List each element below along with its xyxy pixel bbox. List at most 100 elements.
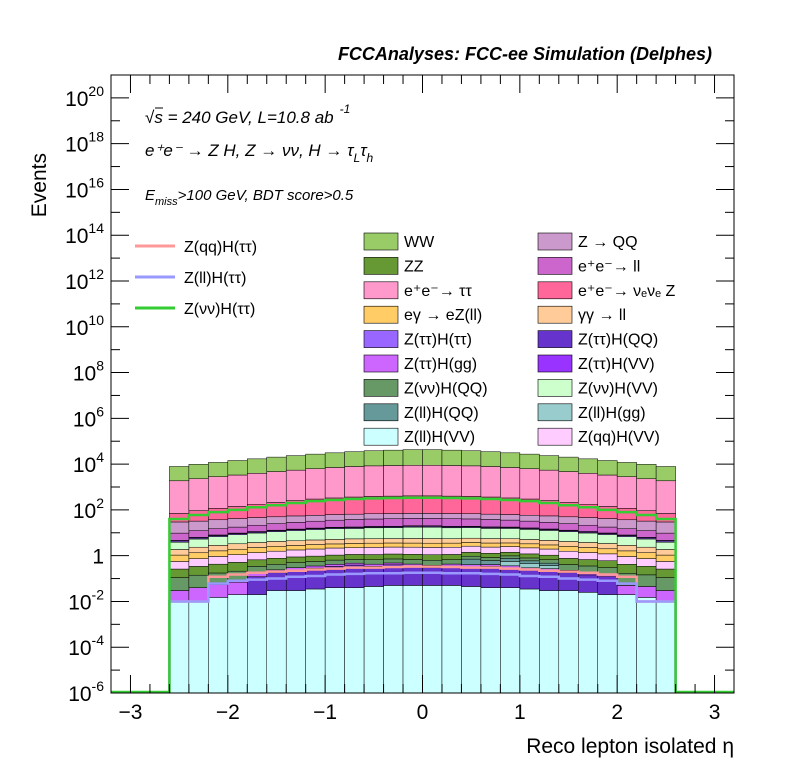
bar-z-qq-bin-5 bbox=[266, 516, 287, 524]
y-tick-label: 1014 bbox=[65, 220, 104, 248]
y-tick-label: 1010 bbox=[65, 312, 104, 340]
process-text: e⁺e⁻ → Z H, Z → νν, H → τ bbox=[145, 141, 355, 160]
legend-fill-swatch-z-ll-h-qq bbox=[363, 403, 399, 422]
bar-ll-bin-3 bbox=[227, 543, 248, 550]
bar-e-ez-ll-bin-21 bbox=[578, 547, 598, 553]
bar-z-h-gg-bin-16 bbox=[480, 564, 501, 567]
legend-fill-label: ZZ bbox=[404, 258, 424, 275]
bar-zz-bin-0 bbox=[169, 568, 190, 578]
bar-zz-bin-15 bbox=[461, 552, 482, 557]
bar-e-ez-ll-bin-0 bbox=[169, 554, 190, 562]
bar-e-e-bin-18 bbox=[519, 468, 540, 500]
bar-e-e-z-bin-25 bbox=[655, 513, 676, 523]
bar-z-ll-h-vv-bin-2 bbox=[208, 597, 229, 694]
y-tick-exponent: 8 bbox=[96, 358, 104, 374]
legend-signal-lines: Z(qq)H(ττ) Z(ll)H(ττ) Z(νν)H(ττ) bbox=[135, 239, 257, 318]
legend-fill-swatch-e-e-z bbox=[537, 281, 573, 300]
legend-fill-label: e⁺e⁻→ ll bbox=[578, 258, 640, 275]
bar-e-ez-ll-bin-23 bbox=[616, 550, 637, 557]
bar-z-h-qq-bin-19 bbox=[539, 559, 560, 564]
bar-e-e-ll-bin-8 bbox=[324, 519, 345, 528]
y-tick-label: 10-4 bbox=[68, 632, 104, 660]
bar-e-e-bin-25 bbox=[655, 480, 676, 514]
bar-zz-bin-6 bbox=[285, 556, 306, 563]
y-tick-label: 10-2 bbox=[68, 586, 104, 614]
bar-e-ez-ll-bin-7 bbox=[305, 544, 326, 550]
legend-fill-label: Z(νν)H(VV) bbox=[578, 380, 658, 397]
bar-z-ll-h-vv-bin-11 bbox=[383, 585, 404, 694]
bar-e-ez-ll-bin-20 bbox=[558, 546, 579, 552]
bar-ww-bin-11 bbox=[383, 449, 404, 466]
bar-e-e-bin-10 bbox=[363, 465, 384, 497]
bar-ll-bin-14 bbox=[441, 538, 462, 544]
bar-e-ez-ll-bin-24 bbox=[636, 552, 657, 559]
bar-zz-bin-22 bbox=[597, 560, 618, 568]
bar-e-ez-ll-bin-13 bbox=[422, 542, 443, 548]
bar-z-h-qq-bin-15 bbox=[461, 566, 482, 587]
bar-z-h-gg-bin-7 bbox=[305, 565, 326, 569]
bar-ll-bin-25 bbox=[655, 549, 676, 556]
bar-z-qq-h-vv-bin-8 bbox=[324, 547, 345, 556]
bar-z-h-gg-bin-10 bbox=[363, 563, 384, 567]
bar-z-h-qq-bin-1 bbox=[188, 574, 209, 588]
bar-zz-bin-10 bbox=[363, 554, 384, 560]
bar-z-h-vv-bin-21 bbox=[578, 532, 598, 543]
y-tick-label: 106 bbox=[73, 403, 104, 431]
bar-z-ll-h-vv-bin-1 bbox=[188, 601, 209, 694]
bar-e-e-ll-bin-22 bbox=[597, 526, 618, 534]
bar-ww-bin-9 bbox=[344, 451, 365, 467]
bar-z-ll-h-vv-bin-5 bbox=[266, 590, 287, 694]
signal-line-z-h bbox=[168, 496, 677, 693]
cut-e: E bbox=[145, 187, 156, 204]
y-tick-exponent: 14 bbox=[88, 220, 104, 236]
bar-z-ll-h-qq-bin-15 bbox=[461, 558, 482, 565]
axis-tick-labels: −3 −2 −1 0 1 2 310-610-410-2110210410610810101… bbox=[65, 83, 720, 724]
bar-z-qq-h-vv-bin-1 bbox=[188, 558, 209, 567]
bar-z-ll-h-vv-bin-13 bbox=[422, 585, 443, 694]
bar-e-e-ll-bin-16 bbox=[480, 519, 501, 528]
cut-annotation: Emiss>100 GeV, BDT score>0.5 bbox=[145, 187, 354, 208]
bar-ww-bin-1 bbox=[188, 464, 209, 480]
bar-z-qq-h-vv-bin-23 bbox=[616, 556, 637, 565]
bar-ww-bin-14 bbox=[441, 449, 462, 466]
bar-z-ll-h-gg-bin-17 bbox=[500, 561, 521, 567]
y-tick-base: 10 bbox=[68, 683, 91, 706]
bar-z-ll-h-vv-bin-6 bbox=[285, 590, 306, 694]
bar-z-ll-h-vv-bin-10 bbox=[363, 586, 384, 694]
bar-z-h-qq-bin-21 bbox=[578, 574, 598, 593]
bar-e-e-ll-bin-2 bbox=[208, 528, 229, 536]
bar-z-h-vv-bin-4 bbox=[247, 532, 267, 543]
x-tick-label: 2 bbox=[611, 701, 623, 724]
bar-z-qq-bin-4 bbox=[247, 517, 267, 526]
bar-ww-bin-19 bbox=[539, 455, 560, 471]
bar-e-e-bin-24 bbox=[636, 478, 657, 511]
bar-e-e-bin-15 bbox=[461, 465, 482, 497]
legend-fill-swatch-zz bbox=[363, 257, 399, 275]
legend-fill-swatch-ww bbox=[363, 232, 399, 251]
legend-fill-label: Z(ll)H(gg) bbox=[578, 405, 646, 422]
bar-ll-bin-4 bbox=[247, 542, 267, 548]
bar-e-e-bin-23 bbox=[616, 476, 637, 509]
bar-z-ll-h-gg-bin-18 bbox=[519, 563, 540, 569]
bar-z-h-gg-bin-1 bbox=[188, 587, 209, 602]
x-tick-label: 3 bbox=[709, 701, 721, 724]
bar-z-h-qq-bin-18 bbox=[519, 569, 540, 590]
bar-e-ez-ll-bin-8 bbox=[324, 543, 345, 549]
bar-z-qq-h-vv-bin-17 bbox=[500, 546, 521, 553]
bar-z-h-qq-bin-12 bbox=[402, 559, 423, 565]
bar-ww-bin-16 bbox=[480, 451, 501, 467]
bar-ll-bin-18 bbox=[519, 539, 540, 545]
legend-fill-label: Z(ττ)H(QQ) bbox=[578, 332, 658, 349]
bar-z-h-qq-bin-20 bbox=[558, 564, 579, 571]
legend-fill-label: e⁺e⁻→ ττ bbox=[404, 283, 472, 300]
bar-e-e-bin-17 bbox=[500, 467, 521, 499]
bar-z-h-vv-bin-17 bbox=[500, 528, 521, 539]
y-tick-label: 1016 bbox=[65, 174, 104, 202]
bar-z-qq-h-vv-bin-6 bbox=[285, 549, 306, 558]
bar-e-ez-ll-bin-16 bbox=[480, 542, 501, 548]
bar-e-e-ll-bin-11 bbox=[383, 518, 404, 527]
cut-rest: >100 GeV, BDT score>0.5 bbox=[178, 187, 354, 204]
legend-fill-label: eγ → eZ(ll) bbox=[404, 307, 482, 324]
bar-z-qq-h-vv-bin-25 bbox=[655, 561, 676, 570]
y-axis-label: Events bbox=[28, 153, 51, 217]
